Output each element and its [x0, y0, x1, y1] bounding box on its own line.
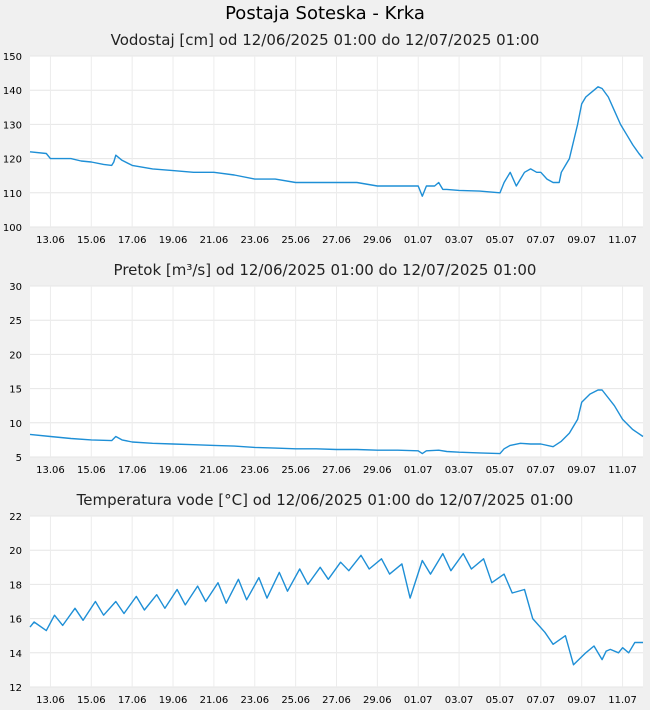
- x-tick-label: 07.07: [527, 695, 556, 706]
- y-tick-label: 16: [9, 615, 22, 626]
- x-tick-label: 21.06: [200, 695, 229, 706]
- x-tick-label: 17.06: [118, 695, 147, 706]
- chart-temperatura: 12 14 16 18 20 22 13.06 15.06 17.06 19.06 21.06 23.…: [9, 512, 643, 706]
- x-tick-label: 29.06: [363, 235, 392, 246]
- y-tick-label: 12: [9, 683, 22, 694]
- y-tick-label: 25: [9, 316, 22, 327]
- x-tick-label: 25.06: [281, 235, 310, 246]
- x-tick-label: 03.07: [445, 695, 474, 706]
- x-tick-label: 13.06: [36, 695, 65, 706]
- x-tick-label: 23.06: [240, 235, 269, 246]
- y-tick-label: 18: [9, 580, 22, 591]
- x-tick-label: 11.07: [608, 695, 637, 706]
- y-tick-label: 130: [3, 120, 22, 131]
- x-tick-label: 19.06: [159, 695, 188, 706]
- x-tick-label: 29.06: [363, 695, 392, 706]
- x-tick-label: 25.06: [281, 465, 310, 476]
- x-tick-label: 27.06: [322, 465, 351, 476]
- x-tick-label: 17.06: [118, 465, 147, 476]
- x-tick-label: 05.07: [486, 695, 515, 706]
- x-tick-label: 05.07: [486, 465, 515, 476]
- x-tick-label: 07.07: [527, 465, 556, 476]
- y-tick-label: 140: [3, 86, 22, 97]
- chart-title-pretok: Pretok [m³/s] od 12/06/2025 01:00 do 12/…: [113, 261, 537, 279]
- x-tick-label: 15.06: [77, 465, 106, 476]
- x-tick-label: 03.07: [445, 465, 474, 476]
- x-tick-label: 27.06: [322, 235, 351, 246]
- x-tick-label: 03.07: [445, 235, 474, 246]
- chart-vodostaj: 100 110 120 130 140 150 13.06 15.06 17.06 19.06 21…: [3, 52, 644, 246]
- x-tick-label: 13.06: [36, 465, 65, 476]
- chart-pretok: 5 10 15 20 25 30 13.06 15.06 17.06 19.06 21.06 23.0…: [9, 282, 644, 476]
- x-tick-label: 05.07: [486, 235, 515, 246]
- x-tick-label: 01.07: [404, 465, 433, 476]
- y-tick-label: 14: [9, 649, 22, 660]
- x-tick-label: 11.07: [608, 235, 637, 246]
- chart-title-vodostaj: Vodostaj [cm] od 12/06/2025 01:00 do 12/…: [110, 31, 540, 49]
- series-line-pretok: [29, 389, 644, 455]
- y-tick-label: 30: [9, 282, 22, 293]
- x-tick-label: 09.07: [567, 235, 596, 246]
- x-tick-label: 17.06: [118, 235, 147, 246]
- y-tick-label: 20: [9, 546, 22, 557]
- x-tick-label: 15.06: [77, 695, 106, 706]
- y-tick-label: 20: [9, 350, 22, 361]
- y-tick-label: 150: [3, 52, 22, 63]
- x-tick-label: 25.06: [281, 695, 310, 706]
- series-line-vodostaj: [29, 86, 644, 197]
- x-tick-label: 29.06: [363, 465, 392, 476]
- x-tick-label: 07.07: [527, 235, 556, 246]
- x-tick-label: 01.07: [404, 235, 433, 246]
- x-tick-label: 09.07: [567, 695, 596, 706]
- y-tick-label: 22: [9, 512, 22, 523]
- x-tick-label: 19.06: [159, 235, 188, 246]
- x-tick-label: 15.06: [77, 235, 106, 246]
- y-tick-label: 120: [3, 155, 22, 166]
- y-tick-label: 100: [3, 223, 22, 234]
- x-tick-label: 19.06: [159, 465, 188, 476]
- y-tick-label: 10: [9, 419, 22, 430]
- x-tick-label: 11.07: [608, 465, 637, 476]
- x-tick-label: 23.06: [240, 465, 269, 476]
- y-tick-label: 110: [3, 189, 22, 200]
- y-tick-label: 5: [16, 453, 22, 464]
- x-tick-label: 09.07: [567, 465, 596, 476]
- x-tick-label: 13.06: [36, 235, 65, 246]
- x-tick-label: 23.06: [240, 695, 269, 706]
- page-title: Postaja Soteska - Krka: [225, 3, 425, 24]
- x-tick-label: 21.06: [200, 235, 229, 246]
- y-tick-label: 15: [9, 385, 22, 396]
- series-line-temperatura: [29, 552, 643, 666]
- x-tick-label: 21.06: [200, 465, 229, 476]
- x-tick-label: 01.07: [404, 695, 433, 706]
- chart-title-temperatura: Temperatura vode [°C] od 12/06/2025 01:0…: [76, 491, 574, 509]
- x-tick-label: 27.06: [322, 695, 351, 706]
